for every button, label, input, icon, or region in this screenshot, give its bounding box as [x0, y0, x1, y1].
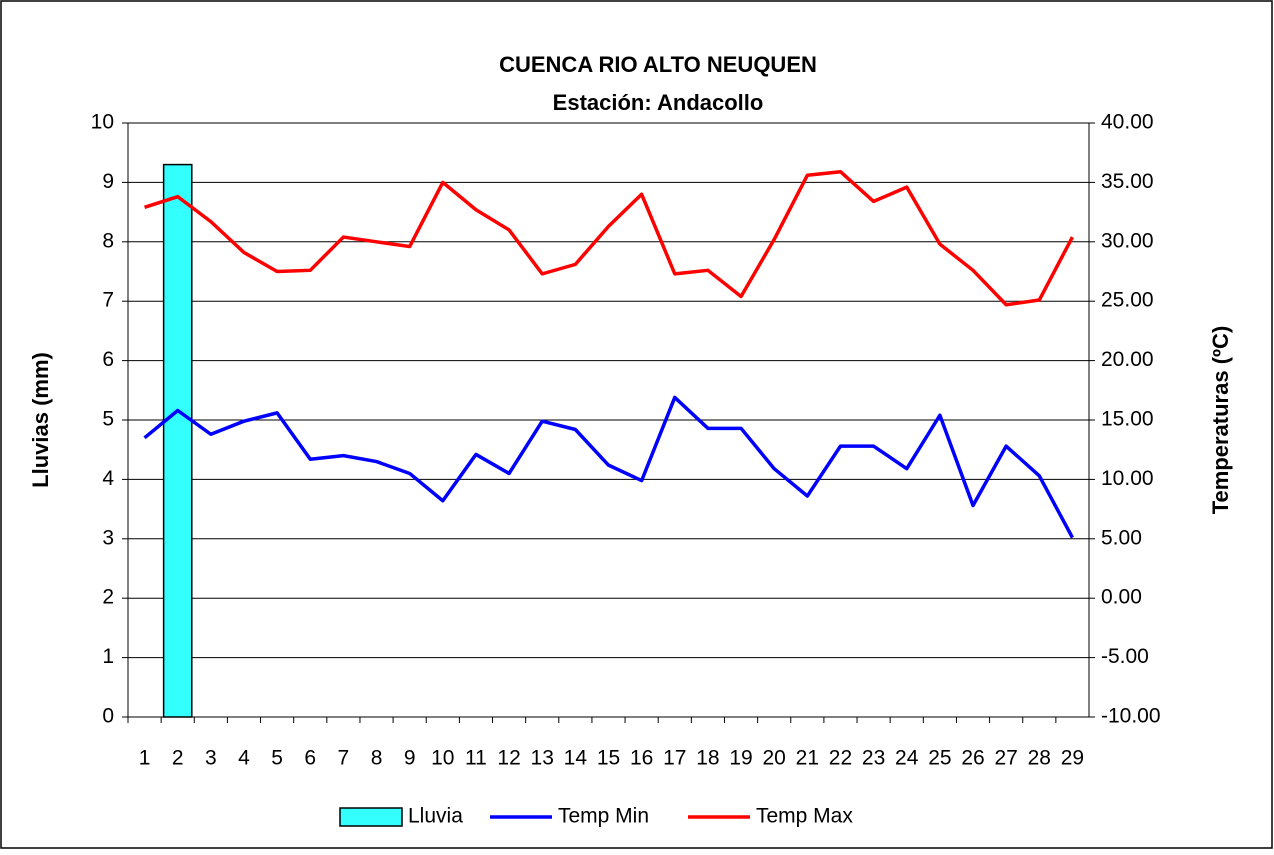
x-tick-label: 6	[304, 747, 316, 770]
x-tick-label: 11	[465, 747, 487, 770]
x-tick-label: 2	[172, 747, 184, 770]
x-tick-label: 25	[928, 747, 951, 770]
y-axis-label: Lluvias (mm)	[28, 352, 53, 488]
y-tick-label: 3	[102, 526, 114, 549]
x-tick-label: 12	[497, 747, 520, 770]
legend-swatch	[339, 807, 403, 827]
x-tick-label: 24	[895, 747, 919, 770]
x-tick-label: 27	[994, 747, 1017, 770]
y2-tick-label: 35.00	[1101, 170, 1154, 193]
legend-label: Lluvia	[408, 805, 463, 828]
x-tick-label: 9	[404, 747, 416, 770]
y-tick-label: 2	[102, 586, 114, 609]
y2-tick-label: 15.00	[1101, 408, 1154, 431]
y2-tick-label: -10.00	[1101, 705, 1161, 728]
y-tick-label: 4	[102, 467, 114, 490]
x-tick-label: 13	[531, 747, 554, 770]
y2-tick-label: 40.00	[1101, 111, 1154, 134]
x-tick-label: 20	[763, 747, 786, 770]
chart-subtitle: Estación: Andacollo	[553, 90, 764, 115]
y2-tick-label: 5.00	[1101, 526, 1142, 549]
x-tick-label: 23	[862, 747, 885, 770]
y-tick-label: 0	[102, 705, 114, 728]
line	[144, 169, 1074, 307]
x-tick-label: 16	[630, 747, 653, 770]
line	[143, 395, 1074, 539]
y-tick-label: 9	[102, 170, 114, 193]
y2-tick-label: 30.00	[1101, 229, 1154, 252]
x-tick-label: 22	[829, 747, 852, 770]
x-tick-label: 5	[271, 747, 283, 770]
legend-label: Temp Min	[558, 805, 649, 828]
x-tick-label: 14	[564, 747, 588, 770]
y-tick-label: 7	[102, 289, 114, 312]
x-tick-label: 29	[1061, 747, 1084, 770]
y2-tick-label: 10.00	[1101, 467, 1154, 490]
x-tick-label: 15	[597, 747, 620, 770]
y2-tick-label: 25.00	[1101, 289, 1154, 312]
y-tick-label: 10	[91, 111, 114, 134]
bar	[162, 163, 193, 718]
x-tick-label: 18	[696, 747, 719, 770]
x-tick-label: 28	[1028, 747, 1051, 770]
legend-label: Temp Max	[756, 805, 853, 828]
y-tick-label: 8	[102, 229, 114, 252]
y2-tick-label: 20.00	[1101, 348, 1154, 371]
y-tick-label: 6	[102, 348, 114, 371]
y2-tick-label: -5.00	[1101, 645, 1149, 668]
y-tick-label: 1	[102, 645, 114, 668]
x-tick-label: 10	[431, 747, 454, 770]
x-tick-label: 17	[663, 747, 686, 770]
y2-tick-label: 0.00	[1101, 586, 1142, 609]
x-tick-label: 8	[371, 747, 383, 770]
y2-axis-label: Temperaturas (ºC)	[1208, 326, 1233, 515]
chart-title: CUENCA RIO ALTO NEUQUEN	[499, 52, 817, 77]
x-tick-label: 19	[729, 747, 752, 770]
x-tick-label: 3	[205, 747, 217, 770]
x-tick-label: 7	[338, 747, 350, 770]
y-tick-label: 5	[102, 408, 114, 431]
x-tick-label: 21	[796, 747, 819, 770]
x-tick-label: 4	[238, 747, 250, 770]
x-tick-label: 1	[139, 747, 151, 770]
x-tick-label: 26	[961, 747, 984, 770]
